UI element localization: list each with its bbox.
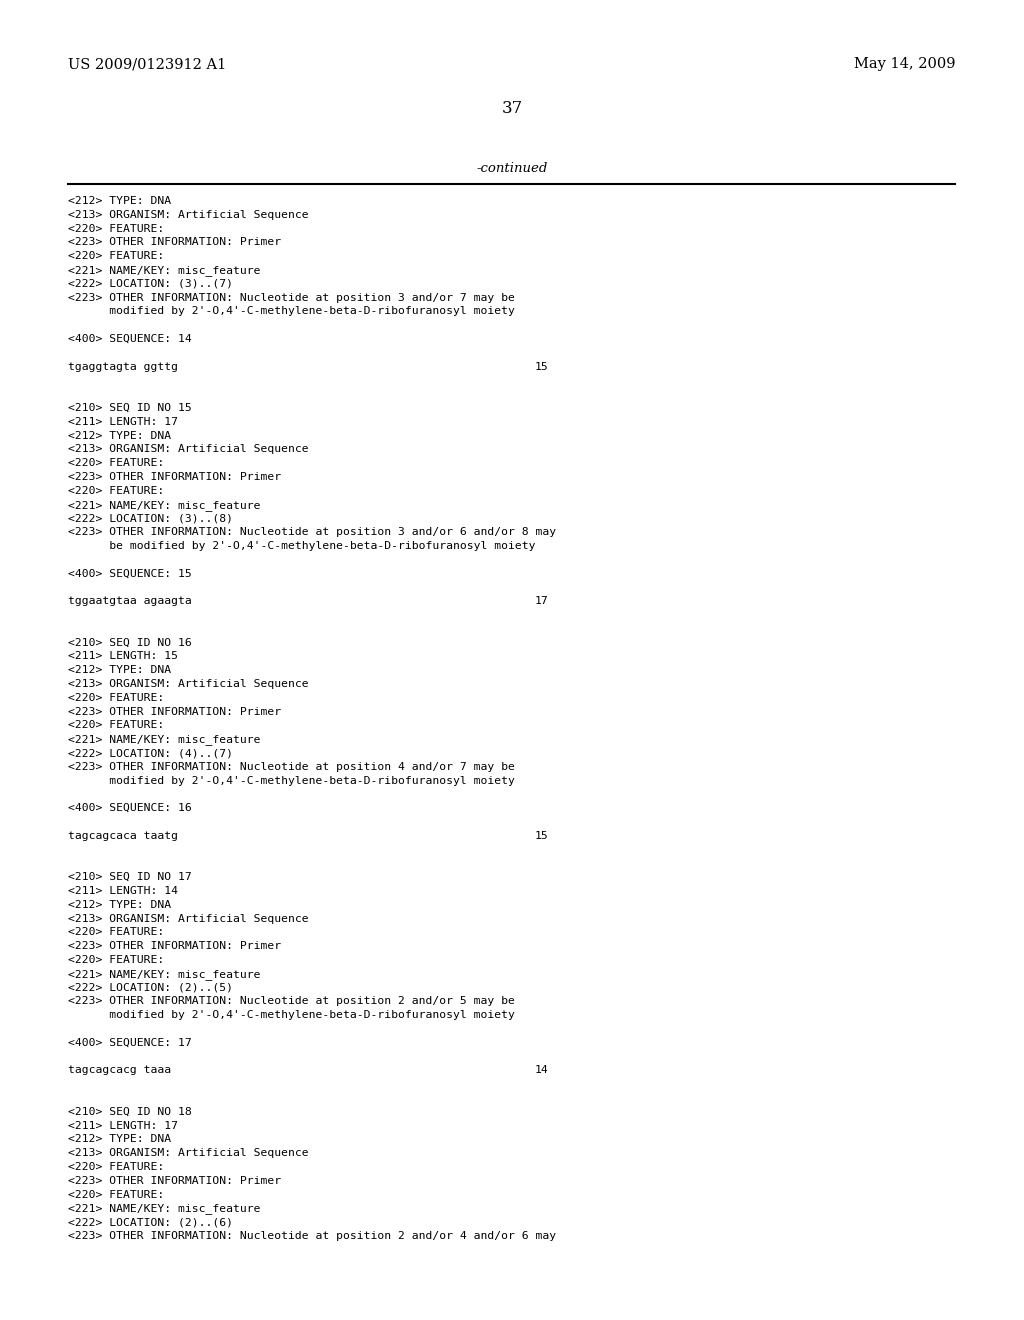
Text: <221> NAME/KEY: misc_feature: <221> NAME/KEY: misc_feature [68, 734, 260, 744]
Text: <221> NAME/KEY: misc_feature: <221> NAME/KEY: misc_feature [68, 265, 260, 276]
Text: 37: 37 [502, 100, 522, 117]
Text: <220> FEATURE:: <220> FEATURE: [68, 223, 164, 234]
Text: tggaatgtaa agaagta: tggaatgtaa agaagta [68, 597, 191, 606]
Text: <212> TYPE: DNA: <212> TYPE: DNA [68, 665, 171, 676]
Text: <222> LOCATION: (4)..(7): <222> LOCATION: (4)..(7) [68, 748, 233, 758]
Text: -continued: -continued [476, 162, 548, 176]
Text: tagcagcaca taatg: tagcagcaca taatg [68, 830, 178, 841]
Text: <221> NAME/KEY: misc_feature: <221> NAME/KEY: misc_feature [68, 499, 260, 511]
Text: <223> OTHER INFORMATION: Primer: <223> OTHER INFORMATION: Primer [68, 706, 282, 717]
Text: be modified by 2'-O,4'-C-methylene-beta-D-ribofuranosyl moiety: be modified by 2'-O,4'-C-methylene-beta-… [68, 541, 536, 550]
Text: <223> OTHER INFORMATION: Nucleotide at position 3 and/or 7 may be: <223> OTHER INFORMATION: Nucleotide at p… [68, 293, 515, 302]
Text: <211> LENGTH: 14: <211> LENGTH: 14 [68, 886, 178, 896]
Text: <220> FEATURE:: <220> FEATURE: [68, 1189, 164, 1200]
Text: <223> OTHER INFORMATION: Primer: <223> OTHER INFORMATION: Primer [68, 238, 282, 247]
Text: <213> ORGANISM: Artificial Sequence: <213> ORGANISM: Artificial Sequence [68, 913, 308, 924]
Text: <220> FEATURE:: <220> FEATURE: [68, 486, 164, 496]
Text: <400> SEQUENCE: 15: <400> SEQUENCE: 15 [68, 569, 191, 578]
Text: <221> NAME/KEY: misc_feature: <221> NAME/KEY: misc_feature [68, 969, 260, 979]
Text: <212> TYPE: DNA: <212> TYPE: DNA [68, 900, 171, 909]
Text: <400> SEQUENCE: 16: <400> SEQUENCE: 16 [68, 803, 191, 813]
Text: <223> OTHER INFORMATION: Nucleotide at position 4 and/or 7 may be: <223> OTHER INFORMATION: Nucleotide at p… [68, 762, 515, 772]
Text: <213> ORGANISM: Artificial Sequence: <213> ORGANISM: Artificial Sequence [68, 1148, 308, 1158]
Text: <220> FEATURE:: <220> FEATURE: [68, 954, 164, 965]
Text: <400> SEQUENCE: 17: <400> SEQUENCE: 17 [68, 1038, 191, 1048]
Text: <213> ORGANISM: Artificial Sequence: <213> ORGANISM: Artificial Sequence [68, 678, 308, 689]
Text: <223> OTHER INFORMATION: Primer: <223> OTHER INFORMATION: Primer [68, 1176, 282, 1185]
Text: <222> LOCATION: (2)..(6): <222> LOCATION: (2)..(6) [68, 1217, 233, 1228]
Text: <210> SEQ ID NO 18: <210> SEQ ID NO 18 [68, 1106, 191, 1117]
Text: <220> FEATURE:: <220> FEATURE: [68, 1162, 164, 1172]
Text: <220> FEATURE:: <220> FEATURE: [68, 458, 164, 469]
Text: 14: 14 [535, 1065, 549, 1076]
Text: <221> NAME/KEY: misc_feature: <221> NAME/KEY: misc_feature [68, 1204, 260, 1214]
Text: <213> ORGANISM: Artificial Sequence: <213> ORGANISM: Artificial Sequence [68, 445, 308, 454]
Text: 15: 15 [535, 830, 549, 841]
Text: US 2009/0123912 A1: US 2009/0123912 A1 [68, 57, 226, 71]
Text: <223> OTHER INFORMATION: Nucleotide at position 3 and/or 6 and/or 8 may: <223> OTHER INFORMATION: Nucleotide at p… [68, 527, 556, 537]
Text: <223> OTHER INFORMATION: Primer: <223> OTHER INFORMATION: Primer [68, 473, 282, 482]
Text: <222> LOCATION: (3)..(8): <222> LOCATION: (3)..(8) [68, 513, 233, 524]
Text: <223> OTHER INFORMATION: Nucleotide at position 2 and/or 4 and/or 6 may: <223> OTHER INFORMATION: Nucleotide at p… [68, 1232, 556, 1241]
Text: 17: 17 [535, 597, 549, 606]
Text: <211> LENGTH: 17: <211> LENGTH: 17 [68, 417, 178, 426]
Text: modified by 2'-O,4'-C-methylene-beta-D-ribofuranosyl moiety: modified by 2'-O,4'-C-methylene-beta-D-r… [68, 1010, 515, 1020]
Text: <212> TYPE: DNA: <212> TYPE: DNA [68, 1134, 171, 1144]
Text: <220> FEATURE:: <220> FEATURE: [68, 693, 164, 702]
Text: <210> SEQ ID NO 15: <210> SEQ ID NO 15 [68, 403, 191, 413]
Text: <220> FEATURE:: <220> FEATURE: [68, 928, 164, 937]
Text: <210> SEQ ID NO 16: <210> SEQ ID NO 16 [68, 638, 191, 648]
Text: <222> LOCATION: (2)..(5): <222> LOCATION: (2)..(5) [68, 982, 233, 993]
Text: <213> ORGANISM: Artificial Sequence: <213> ORGANISM: Artificial Sequence [68, 210, 308, 220]
Text: <400> SEQUENCE: 14: <400> SEQUENCE: 14 [68, 334, 191, 345]
Text: <212> TYPE: DNA: <212> TYPE: DNA [68, 195, 171, 206]
Text: <220> FEATURE:: <220> FEATURE: [68, 721, 164, 730]
Text: tagcagcacg taaa: tagcagcacg taaa [68, 1065, 171, 1076]
Text: 15: 15 [535, 362, 549, 372]
Text: modified by 2'-O,4'-C-methylene-beta-D-ribofuranosyl moiety: modified by 2'-O,4'-C-methylene-beta-D-r… [68, 306, 515, 317]
Text: May 14, 2009: May 14, 2009 [853, 57, 955, 71]
Text: <223> OTHER INFORMATION: Nucleotide at position 2 and/or 5 may be: <223> OTHER INFORMATION: Nucleotide at p… [68, 997, 515, 1006]
Text: <212> TYPE: DNA: <212> TYPE: DNA [68, 430, 171, 441]
Text: <222> LOCATION: (3)..(7): <222> LOCATION: (3)..(7) [68, 279, 233, 289]
Text: <210> SEQ ID NO 17: <210> SEQ ID NO 17 [68, 873, 191, 882]
Text: <223> OTHER INFORMATION: Primer: <223> OTHER INFORMATION: Primer [68, 941, 282, 952]
Text: modified by 2'-O,4'-C-methylene-beta-D-ribofuranosyl moiety: modified by 2'-O,4'-C-methylene-beta-D-r… [68, 776, 515, 785]
Text: <211> LENGTH: 15: <211> LENGTH: 15 [68, 651, 178, 661]
Text: <220> FEATURE:: <220> FEATURE: [68, 251, 164, 261]
Text: tgaggtagta ggttg: tgaggtagta ggttg [68, 362, 178, 372]
Text: <211> LENGTH: 17: <211> LENGTH: 17 [68, 1121, 178, 1131]
